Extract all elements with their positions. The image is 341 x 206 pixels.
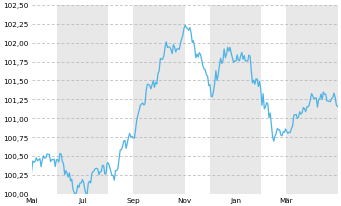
Bar: [286, 6, 338, 194]
Bar: [57, 6, 108, 194]
Bar: [133, 6, 184, 194]
Bar: [210, 6, 261, 194]
